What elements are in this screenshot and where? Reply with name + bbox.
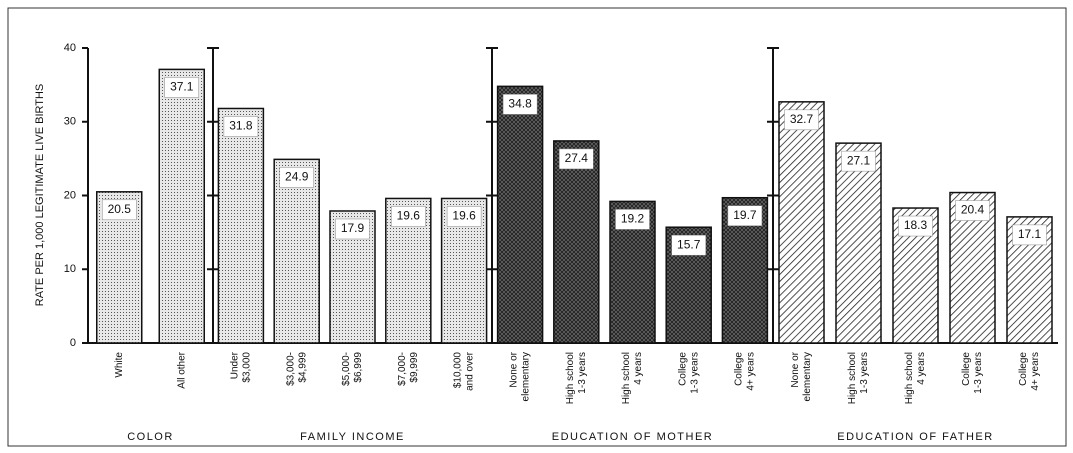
bar xyxy=(553,140,600,344)
x-tick-label: 1-3 years xyxy=(689,352,700,394)
value-label-box xyxy=(335,218,370,240)
x-tick-label: 4 years xyxy=(633,352,644,385)
x-tick-label: College xyxy=(734,352,745,386)
value-label: 27.1 xyxy=(847,153,871,167)
x-tick-label: 4+ years xyxy=(1030,352,1041,391)
value-label-box xyxy=(784,109,819,131)
value-label: 19.6 xyxy=(397,209,421,223)
value-label: 18.3 xyxy=(904,218,928,232)
value-label: 32.7 xyxy=(790,112,814,126)
x-tick-label: $4,999 xyxy=(297,352,308,383)
value-label: 24.9 xyxy=(285,170,309,184)
bar xyxy=(778,101,825,344)
y-tick-label: 30 xyxy=(64,116,76,128)
x-tick-label: $6,999 xyxy=(353,352,364,383)
x-tick-label: $7,000- xyxy=(397,352,408,386)
x-tick-label: 4 years xyxy=(916,352,927,385)
x-tick-label: and over xyxy=(465,351,476,391)
value-label-box xyxy=(727,205,763,226)
y-tick-label: 20 xyxy=(64,189,76,201)
x-tick-label: 4+ years xyxy=(746,352,757,391)
value-label-box xyxy=(841,150,876,172)
value-label-box xyxy=(391,206,426,227)
y-tick-label: 40 xyxy=(64,42,76,54)
group-label: COLOR xyxy=(127,431,174,443)
y-tick-label: 0 xyxy=(70,337,76,349)
value-label-box xyxy=(671,234,706,256)
value-label: 17.1 xyxy=(1018,227,1042,241)
value-label-box xyxy=(615,209,650,230)
value-label: 20.4 xyxy=(961,203,985,217)
x-tick-label: elementary xyxy=(802,352,813,401)
value-label: 37.1 xyxy=(170,80,194,94)
value-label: 19.7 xyxy=(733,208,757,222)
x-tick-label: High school xyxy=(621,352,632,404)
x-tick-label: $10,000 xyxy=(453,352,464,389)
value-label-box xyxy=(279,167,314,188)
x-tick-label: All other xyxy=(176,351,187,388)
group-label: FAMILY INCOME xyxy=(300,431,405,443)
value-label-box xyxy=(164,77,199,98)
x-tick-label: $3,000 xyxy=(242,352,253,383)
y-tick-label: 10 xyxy=(64,263,76,275)
value-label-box xyxy=(898,215,933,237)
value-label-box xyxy=(559,148,594,170)
x-tick-label: None or xyxy=(790,351,801,387)
value-label: 19.6 xyxy=(452,209,476,223)
value-label-box xyxy=(102,199,137,221)
bar xyxy=(217,107,265,344)
x-tick-label: $3,000- xyxy=(285,352,296,386)
x-tick-label: $5,000- xyxy=(341,352,352,386)
value-label: 15.7 xyxy=(677,237,701,251)
bar xyxy=(158,68,205,344)
frame xyxy=(7,7,1067,447)
x-tick-label: elementary xyxy=(521,352,532,401)
x-tick-label: None or xyxy=(509,351,520,387)
value-label: 19.2 xyxy=(621,212,645,226)
bar xyxy=(273,158,320,344)
x-tick-label: White xyxy=(114,352,125,378)
value-label-box xyxy=(223,116,259,137)
x-tick-label: Under xyxy=(230,351,241,379)
group-label: EDUCATION OF FATHER xyxy=(837,431,993,443)
x-tick-label: College xyxy=(677,352,688,386)
x-tick-label: 1-3 years xyxy=(973,352,984,394)
bar xyxy=(496,85,544,344)
x-tick-label: High school xyxy=(847,352,858,404)
value-label: 34.8 xyxy=(508,97,532,111)
x-tick-label: High school xyxy=(904,352,915,404)
y-axis-label: RATE PER 1,000 LEGITIMATE LIVE BIRTHS xyxy=(34,84,46,307)
value-label: 20.5 xyxy=(108,202,132,216)
x-tick-label: 1-3 years xyxy=(577,352,588,394)
x-tick-label: $9,999 xyxy=(409,352,420,383)
group-label: EDUCATION OF MOTHER xyxy=(552,431,714,443)
bar xyxy=(835,142,882,344)
x-tick-label: High school xyxy=(565,352,576,404)
value-label: 31.8 xyxy=(229,119,253,133)
x-tick-label: College xyxy=(961,352,972,386)
value-label-box xyxy=(446,206,482,227)
x-tick-label: 1-3 years xyxy=(859,352,870,394)
value-label-box xyxy=(1012,224,1047,246)
value-label: 27.4 xyxy=(565,151,589,165)
value-label-box xyxy=(502,94,538,115)
x-tick-label: College xyxy=(1018,352,1029,386)
value-label-box xyxy=(955,200,990,221)
value-label: 17.9 xyxy=(341,221,365,235)
